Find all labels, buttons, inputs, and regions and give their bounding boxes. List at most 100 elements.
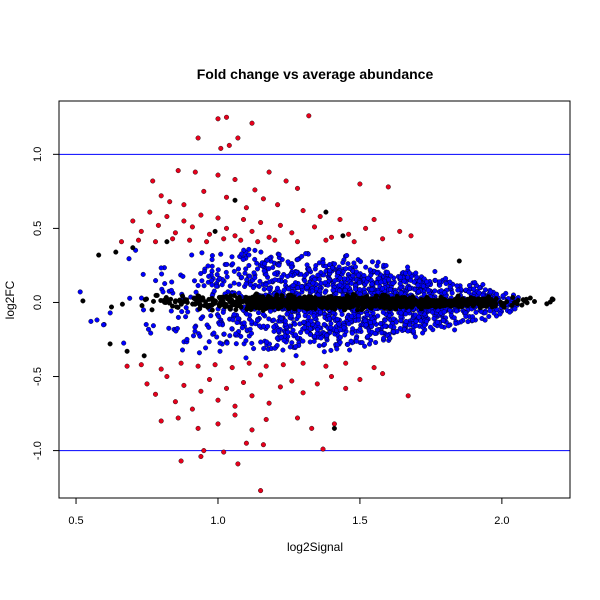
red-point [167,199,173,205]
blue-point [214,334,220,340]
blue-point [307,326,313,332]
blue-point [275,285,281,291]
red-point [238,237,244,243]
blue-point [403,311,409,317]
red-point [266,400,272,406]
red-point [343,360,349,366]
blue-point [251,270,257,276]
black-point [471,297,477,303]
blue-point [326,316,332,322]
red-point [266,169,272,175]
blue-point [175,314,181,320]
blue-point [107,310,113,316]
blue-point [375,259,381,265]
blue-point [337,339,343,345]
data-points [77,113,556,494]
red-point [246,360,252,366]
blue-point [258,339,264,345]
blue-point [145,326,151,332]
blue-point [310,280,316,286]
blue-point [364,312,370,318]
red-point [198,212,204,218]
red-point [343,385,349,391]
blue-point [390,329,396,335]
blue-point [143,322,149,328]
blue-point [337,334,343,340]
red-point [138,228,144,234]
black-point [382,292,388,298]
y-axis: -1.0 -0.5 0.0 0.5 1.0 [32,147,60,460]
blue-point [272,277,278,283]
blue-point [340,260,346,266]
black-point [107,341,113,347]
black-point [458,297,464,303]
black-point [232,197,238,203]
red-point [260,442,266,448]
blue-point [278,315,284,321]
blue-point [140,307,146,313]
black-point [163,295,169,301]
red-point [181,202,187,208]
black-point [331,425,337,431]
blue-point [251,346,257,352]
blue-point [415,282,421,288]
red-point [198,388,204,394]
blue-point [201,283,207,289]
red-point [178,458,184,464]
blue-point [347,347,353,353]
blue-point [271,328,277,334]
blue-point [126,256,132,262]
red-point [138,362,144,368]
blue-point [337,282,343,288]
red-point [371,365,377,371]
blue-point [268,308,274,314]
blue-point [174,326,180,332]
blue-point [355,272,361,278]
black-point [318,298,324,304]
red-point [118,239,124,245]
red-point [277,222,283,228]
red-point [152,391,158,397]
blue-point [158,265,164,271]
blue-point [305,321,311,327]
blue-point [349,330,355,336]
red-point [363,225,369,231]
blue-point [249,319,255,325]
blue-point [381,335,387,341]
black-point [340,233,346,239]
blue-point [345,341,351,347]
red-point [240,380,246,386]
blue-point [231,312,237,318]
blue-point [405,264,411,270]
black-point [452,297,458,303]
blue-point [441,309,447,315]
red-point [198,454,204,460]
x-tick-label: 2.0 [494,515,509,527]
blue-point [160,289,166,295]
black-point [532,299,538,305]
blue-point [344,252,350,258]
red-point [385,184,391,190]
red-point [258,372,264,378]
blue-point [356,317,362,323]
blue-point [179,347,185,353]
blue-point [416,314,422,320]
blue-point [77,289,83,295]
black-point [467,301,473,307]
red-point [223,225,229,231]
red-point [212,362,218,368]
blue-point [378,279,384,285]
blue-point [446,323,452,329]
red-point [380,371,386,377]
x-tick-label: 0.5 [68,515,83,527]
black-point [483,296,489,302]
black-point [498,299,504,305]
blue-point [365,275,371,281]
blue-point [397,274,403,280]
blue-point [407,322,413,328]
blue-point [466,289,472,295]
black-point [504,299,510,305]
blue-point [281,287,287,293]
black-point [246,300,252,306]
blue-point [302,273,308,279]
